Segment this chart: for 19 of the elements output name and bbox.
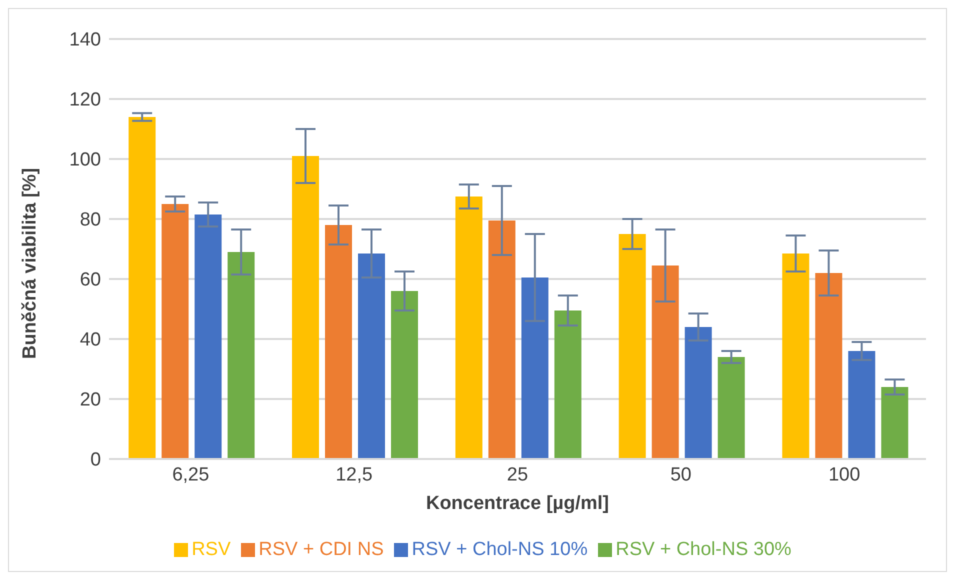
y-tick-label: 20 bbox=[80, 390, 101, 411]
y-tick-label: 140 bbox=[69, 30, 101, 51]
x-tick-label: 50 bbox=[670, 464, 692, 486]
x-tick-label: 100 bbox=[828, 464, 860, 486]
y-tick-label: 40 bbox=[80, 330, 101, 351]
y-tick-label: 100 bbox=[69, 150, 101, 171]
legend-label: RSV + Chol-NS 30% bbox=[616, 539, 792, 560]
legend-label: RSV + CDI NS bbox=[258, 539, 384, 560]
x-tick-label: 25 bbox=[506, 464, 528, 486]
y-tick-label: 0 bbox=[90, 450, 101, 471]
legend-label: RSV bbox=[192, 539, 231, 560]
y-tick-label: 80 bbox=[80, 210, 101, 231]
y-tick-label: 120 bbox=[69, 90, 101, 111]
x-axis-title: Koncentrace [µg/ml] bbox=[426, 493, 610, 514]
x-tick-label: 12,5 bbox=[336, 464, 373, 486]
legend-label: RSV + Chol-NS 10% bbox=[412, 539, 588, 560]
x-tick-label: 6,25 bbox=[172, 464, 210, 486]
y-tick-label: 60 bbox=[80, 270, 101, 291]
y-axis-title: Buněčná viabilita [%] bbox=[20, 168, 41, 359]
